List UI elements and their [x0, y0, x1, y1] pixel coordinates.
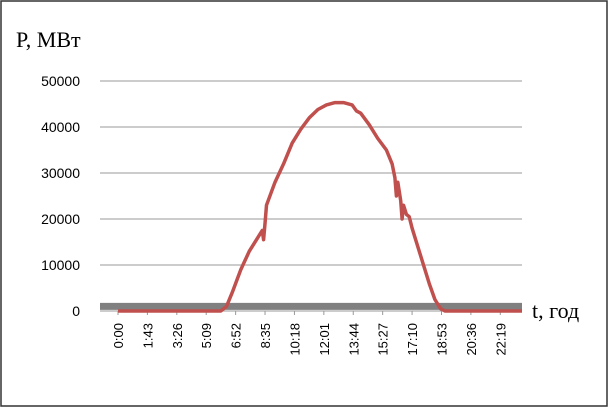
y-tick-label: 0 — [72, 303, 80, 319]
x-tick-label: 1:43 — [140, 323, 155, 348]
x-tick-label: 12:01 — [317, 323, 332, 356]
x-tick-label: 17:10 — [405, 323, 420, 356]
x-tick-label: 8:35 — [258, 323, 273, 348]
y-tick-label: 40000 — [41, 119, 80, 135]
x-tick-label: 10:18 — [287, 323, 302, 356]
y-tick-label: 30000 — [41, 165, 80, 181]
y-tick-label: 50000 — [41, 73, 80, 89]
y-tick-label: 20000 — [41, 211, 80, 227]
x-tick-label: 18:53 — [434, 323, 449, 356]
x-axis-label: t, год — [532, 298, 579, 323]
x-tick-label: 15:27 — [376, 323, 391, 356]
x-tick-label: 22:19 — [493, 323, 508, 356]
x-tick-label: 0:00 — [111, 323, 126, 348]
x-tick-label: 5:09 — [199, 323, 214, 348]
series-line — [118, 100, 522, 313]
x-tick-label: 3:26 — [170, 323, 185, 348]
x-tick-label: 20:36 — [464, 323, 479, 356]
x-tick-label: 6:52 — [229, 323, 244, 348]
y-axis-label: P, МВт — [16, 27, 81, 52]
x-tick-label: 13:44 — [346, 323, 361, 356]
y-tick-label: 10000 — [41, 257, 80, 273]
